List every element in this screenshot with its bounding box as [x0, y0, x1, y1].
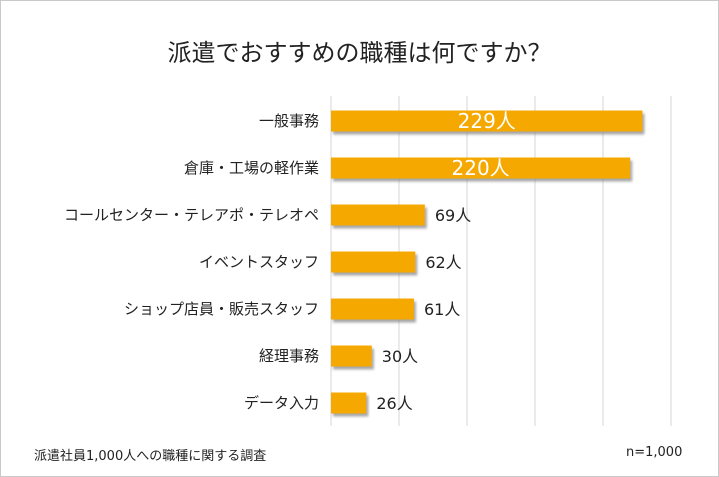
value-label: 26人	[376, 394, 412, 413]
bar	[331, 251, 416, 273]
category-label: 一般事務	[259, 112, 319, 130]
value-label: 69人	[435, 206, 471, 225]
sample-size: n=1,000	[626, 445, 683, 460]
bar	[331, 392, 367, 414]
bar	[331, 345, 372, 367]
category-label: データ入力	[244, 394, 319, 412]
chart-title: 派遣でおすすめの職種は何ですか？	[167, 39, 552, 67]
footnote: 派遣社員1,000人への職種に関する調査	[34, 449, 267, 464]
value-label: 61人	[424, 300, 460, 319]
value-label: 220人	[452, 156, 510, 180]
value-label: 229人	[458, 109, 516, 133]
bar	[331, 298, 414, 320]
bars	[331, 110, 643, 414]
category-label: ショップ店員・販売スタッフ	[124, 300, 319, 318]
bar	[331, 110, 643, 132]
value-label: 30人	[382, 347, 418, 366]
bar	[331, 204, 425, 226]
bar	[331, 157, 631, 179]
category-label: 経理事務	[259, 347, 319, 365]
value-label: 62人	[425, 253, 461, 272]
category-label: イベントスタッフ	[199, 253, 319, 271]
category-label: コールセンター・テレアポ・テレオペ	[64, 206, 319, 224]
category-label: 倉庫・工場の軽作業	[184, 159, 319, 177]
